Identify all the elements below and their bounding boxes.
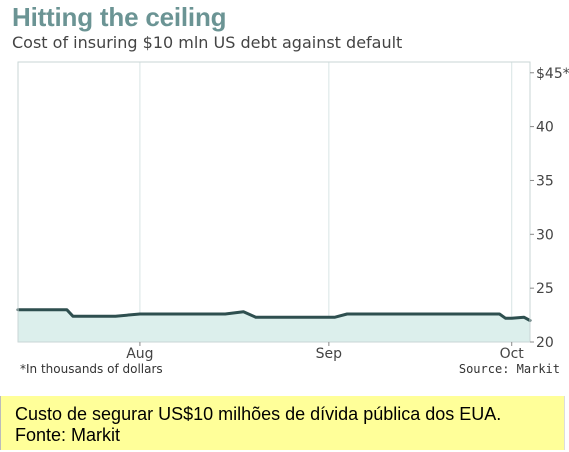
caption-line-1: Custo de segurar US$10 milhões de dívida… [15, 404, 502, 424]
y-tick-label: 20 [536, 335, 554, 351]
y-tick-label: $45* [536, 66, 569, 82]
y-tick-label: 25 [536, 281, 554, 297]
source-note: Source: Markit [458, 362, 560, 376]
area-fill-layer [18, 309, 530, 342]
chart-area: $45* 40 35 30 25 20 Aug Sep Oct [16, 61, 569, 362]
x-tick-label: Aug [126, 346, 153, 362]
plot-frame [17, 61, 531, 343]
x-tick-label: Sep [316, 346, 343, 362]
plot-border [17, 61, 531, 343]
grid-lines [139, 62, 513, 342]
y-tick-label: 30 [536, 227, 554, 243]
y-tick-label: 40 [536, 120, 554, 136]
series-line [16, 308, 532, 322]
footnote: *In thousands of dollars [20, 362, 163, 376]
chart-subtitle: Cost of insuring $10 mln US debt against… [12, 33, 403, 52]
series-line-layer [16, 308, 532, 322]
x-tick-label: Oct [500, 346, 525, 362]
series-area-fill [18, 309, 530, 342]
chart-title: Hitting the ceiling [12, 2, 227, 32]
y-axis-ticks: $45* 40 35 30 25 20 [530, 66, 569, 351]
caption-box: Custo de segurar US$10 milhões de dívida… [0, 396, 565, 450]
caption-line-2: Fonte: Markit [15, 425, 121, 445]
x-axis-ticks: Aug Sep Oct [126, 342, 524, 362]
y-tick-label: 35 [536, 173, 554, 189]
